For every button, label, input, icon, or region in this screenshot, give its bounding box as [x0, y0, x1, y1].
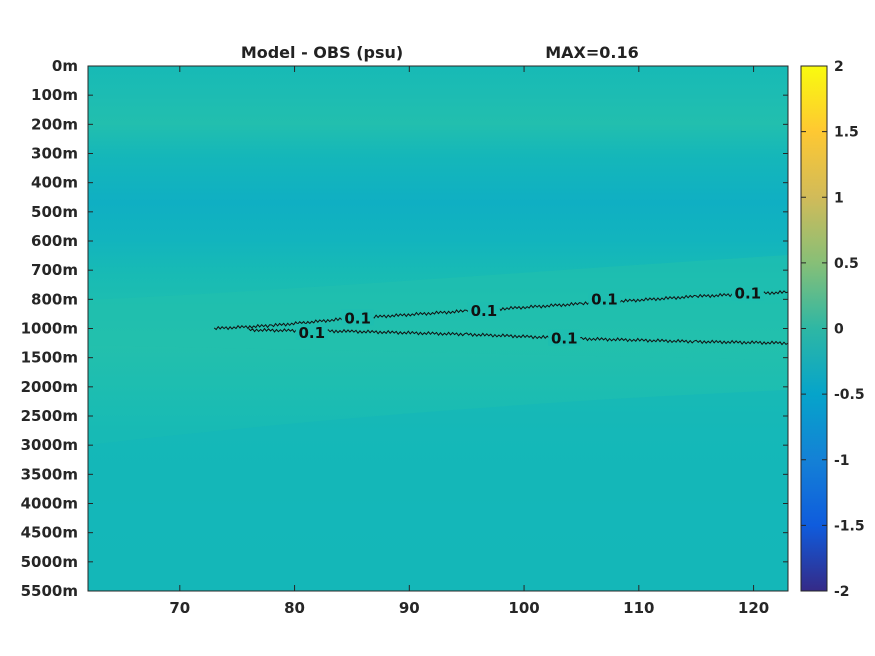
y-tick-label: 100m — [31, 86, 78, 104]
contour-label: 0.1 — [471, 302, 498, 320]
contour-labels: 0.1 0.1 0.1 0.1 0.1 0.1 — [295, 284, 764, 348]
colorbar-ticks: 2 1.5 1 0.5 0 -0.5 -1 -1.5 -2 — [801, 59, 865, 600]
contour-label: 0.1 — [298, 324, 325, 342]
y-tick-label: 700m — [31, 261, 78, 279]
y-tick-label: 300m — [31, 145, 78, 163]
contour-label: 0.1 — [344, 309, 371, 327]
x-tick-label: 70 — [169, 599, 190, 617]
x-tick-label: 110 — [623, 599, 654, 617]
y-axis: 0m 100m 200m 300m 400m 500m 600m 700m 800m 1000m 1… — [21, 57, 788, 600]
max-label: MAX=0.16 — [545, 43, 639, 62]
colorbar-tick-label: 1 — [834, 190, 844, 206]
y-tick-label: 2500m — [21, 407, 78, 425]
contour-line-0.1 — [213, 289, 789, 331]
colorbar-tick-label: -1.5 — [834, 518, 865, 534]
thermocline-band — [88, 255, 788, 360]
x-axis: 70 80 90 100 110 120 — [169, 66, 769, 617]
y-tick-label: 5000m — [21, 553, 78, 571]
contour-label-bg — [588, 290, 621, 307]
contour-line-0.1 — [248, 327, 789, 346]
colorbar-tick-label: -1 — [834, 453, 850, 469]
y-tick-label: 800m — [31, 290, 78, 308]
colorbar-tick-label: 1.5 — [834, 125, 859, 141]
y-tick-label: 200m — [31, 115, 78, 133]
y-tick-label: 2000m — [21, 378, 78, 396]
contour-lines — [213, 289, 789, 346]
colorbar-tick-label: 2 — [834, 59, 844, 75]
y-tick-label: 1500m — [21, 349, 78, 367]
y-tick-label: 3500m — [21, 465, 78, 483]
y-tick-label: 600m — [31, 232, 78, 250]
contour-label-bg — [295, 323, 328, 340]
y-tick-label: 400m — [31, 174, 78, 192]
deep-water-shading — [88, 390, 788, 591]
colorbar-tick-label: 0 — [834, 322, 844, 338]
colorbar-tick-label: 0.5 — [834, 256, 859, 272]
y-tick-label: 500m — [31, 203, 78, 221]
x-tick-label: 80 — [284, 599, 305, 617]
chart-title: Model - OBS (psu) — [241, 43, 403, 62]
x-tick-label: 100 — [508, 599, 539, 617]
contour-label: 0.1 — [735, 285, 762, 303]
contour-label: 0.1 — [591, 290, 618, 308]
y-tick-label: 5500m — [21, 582, 78, 600]
y-tick-label: 1000m — [21, 320, 78, 338]
x-tick-label: 120 — [738, 599, 769, 617]
contour-label: 0.1 — [551, 330, 578, 348]
y-tick-label: 3000m — [21, 436, 78, 454]
contour-label-bg — [548, 329, 581, 346]
contour-label-bg — [467, 302, 500, 318]
plot-area: 0.1 0.1 0.1 0.1 0.1 0.1 — [87, 65, 789, 592]
colorbar-tick-label: -0.5 — [834, 387, 865, 403]
contour-label-bg — [731, 284, 764, 301]
contour-label-bg — [341, 309, 374, 326]
x-tick-label: 90 — [399, 599, 420, 617]
colorbar-tick-label: -2 — [834, 584, 850, 600]
colorbar: 2 1.5 1 0.5 0 -0.5 -1 -1.5 -2 — [800, 59, 865, 600]
y-tick-label: 4000m — [21, 495, 78, 513]
y-tick-label: 4500m — [21, 524, 78, 542]
y-tick-label: 0m — [52, 57, 78, 75]
